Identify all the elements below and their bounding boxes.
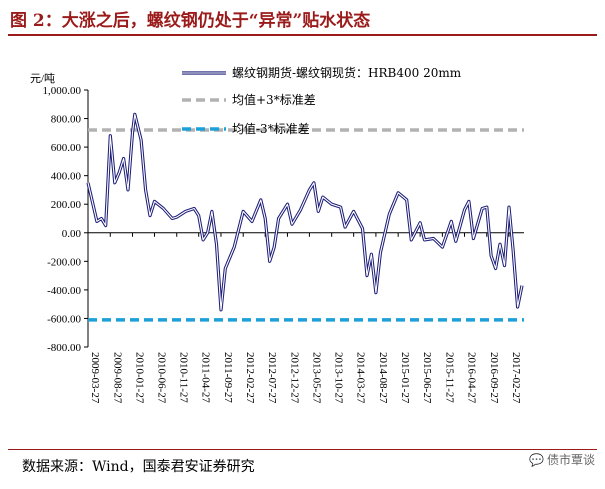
x-tick-label: 2010-01-27: [134, 352, 146, 404]
y-axis-label: 元/吨: [30, 72, 55, 85]
x-tick-label: 2016-04-27: [465, 352, 477, 404]
series-line-inner: [87, 113, 523, 311]
y-tick-label: -600.00: [47, 313, 81, 325]
wechat-icon: 💬: [529, 453, 544, 467]
legend-label-lower: 均值-3*标准差: [232, 121, 310, 136]
x-tick-label: 2015-11-27: [443, 352, 455, 403]
watermark: 💬 债市覃谈: [529, 451, 595, 468]
watermark-text: 债市覃谈: [546, 453, 595, 467]
footer-rule: [8, 449, 597, 450]
x-tick-label: 2011-04-27: [200, 352, 212, 403]
figure-title: 图 2：大涨之后，螺纹钢仍处于“异常”贴水状态: [10, 11, 371, 31]
y-tick-label: -200.00: [47, 256, 81, 268]
x-tick-label: 2009-08-27: [111, 352, 123, 404]
data-source: 数据来源：Wind，国泰君安证券研究: [22, 459, 255, 475]
y-tick-label: -400.00: [47, 285, 81, 297]
x-tick-label: 2015-06-27: [421, 352, 433, 404]
y-tick-label: 200.00: [51, 199, 82, 211]
legend-label-upper: 均值+3*标准差: [232, 92, 316, 107]
title-rule: [8, 34, 597, 36]
y-tick-label: 400.00: [51, 171, 82, 183]
x-tick-label: 2012-02-27: [244, 352, 256, 404]
x-tick-label: 2013-10-27: [333, 352, 345, 404]
x-tick-label: 2010-11-27: [178, 352, 190, 403]
series-line-outer: [86, 112, 524, 312]
y-tick-label: 1,000.00: [43, 85, 82, 97]
x-tick-label: 2014-03-27: [355, 352, 367, 404]
x-tick-label: 2017-02-27: [510, 352, 522, 404]
legend-label-spread: 螺纹钢期货-螺纹钢现货：HRB400 20mm: [232, 65, 462, 80]
x-tick-label: 2010-06-27: [155, 352, 167, 404]
y-tick-label: 600.00: [51, 142, 82, 154]
x-tick-label: 2016-09-27: [488, 352, 500, 404]
x-tick-label: 2013-05-27: [310, 352, 322, 404]
x-tick-label: 2015-01-27: [399, 352, 411, 404]
x-tick-label: 2011-09-27: [222, 352, 234, 403]
x-tick-label: 2009-03-27: [89, 352, 101, 404]
x-tick-label: 2012-07-27: [266, 352, 278, 404]
y-tick-label: 800.00: [51, 114, 82, 126]
x-tick-label: 2012-12-27: [288, 352, 300, 404]
x-tick-label: 2014-08-27: [377, 352, 389, 404]
y-tick-label: -800.00: [47, 342, 81, 354]
y-tick-label: 0.00: [62, 228, 82, 240]
